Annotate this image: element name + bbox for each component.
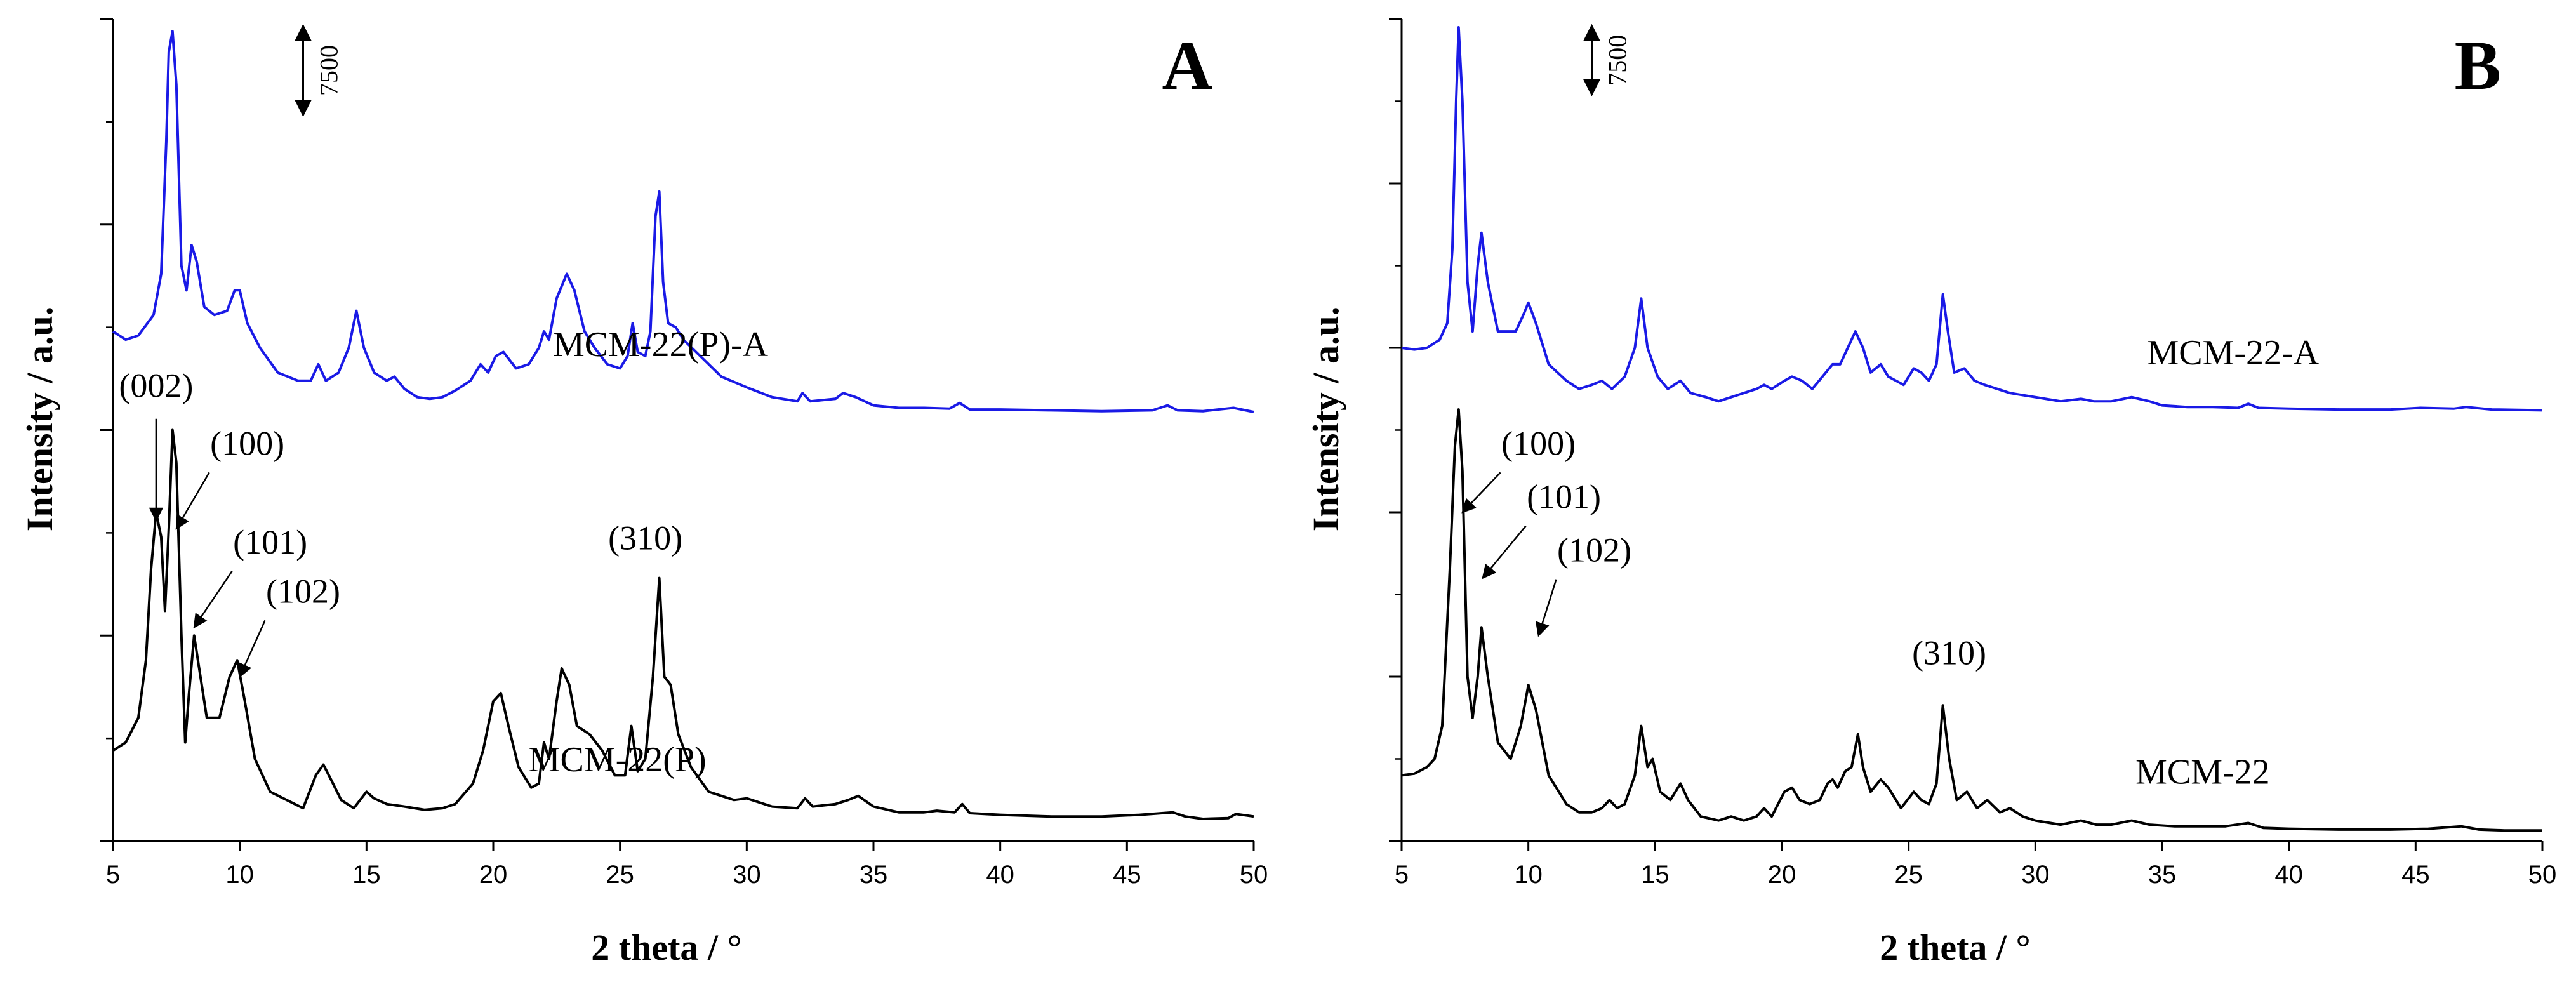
panel-a-peak-label: (310) <box>608 519 682 557</box>
panel-b-peak-label: (100) <box>1501 424 1576 462</box>
panel-a-series-top-label: MCM-22(P)-A <box>553 325 769 364</box>
panel-b-x-tick-label: 10 <box>1514 861 1543 889</box>
panel-a-x-tick-label: 25 <box>606 861 634 889</box>
panel-b-peak-label: (102) <box>1557 531 1631 569</box>
panel-b-series-top-label: MCM-22-A <box>2147 333 2319 373</box>
panel-b: 5 10 15 20 25 30 35 40 45 50 7500 MCM-22-A MCM-22 (10… <box>1305 18 2557 968</box>
panel-a-peak-label: (002) <box>119 367 193 405</box>
panel-b-scale-bar-label: 7500 <box>1603 35 1632 86</box>
panel-b-x-axis-title: 2 theta / ° <box>1880 927 2030 968</box>
panel-a-plot: 5 10 15 20 25 30 35 40 45 50 7500 MCM-22(P)-A MCM-22… <box>100 18 1268 889</box>
panel-a-peak-arrow <box>238 620 266 679</box>
panel-b-x-tick-label: 25 <box>1894 861 1923 889</box>
panel-b-series-bottom-line <box>1401 408 2542 832</box>
panel-b-peak-arrow <box>1535 579 1557 637</box>
panel-b-letter: B <box>2455 27 2501 104</box>
panel-b-y-axis-title: Intensity / a.u. <box>1305 307 1346 532</box>
panel-a-y-axis-title: Intensity / a.u. <box>19 307 60 532</box>
panel-a-series-bottom-line <box>112 428 1254 820</box>
panel-a-peak-arrow <box>193 571 233 629</box>
panel-b-x-tick-label: 30 <box>2021 861 2050 889</box>
panel-a-x-tick-label: 10 <box>225 861 254 889</box>
panel-b-x-tick-label: 15 <box>1641 861 1670 889</box>
panel-a-series-bottom-label: MCM-22(P) <box>529 740 707 780</box>
panel-a-peak-label: (100) <box>210 424 284 462</box>
panel-a-x-tick-label: 50 <box>1240 861 1268 889</box>
panel-a-x-tick-label: 30 <box>733 861 761 889</box>
panel-b-series-top-line <box>1401 26 2543 412</box>
panel-b-x-tick-label: 40 <box>2274 861 2303 889</box>
panel-a-peak-label: (102) <box>266 572 340 610</box>
panel-b-x-tick-label: 45 <box>2401 861 2430 889</box>
panel-a-x-tick-label: 35 <box>860 861 888 889</box>
panel-b-peak-label: (101) <box>1527 478 1601 516</box>
panel-a-x-tick-label: 20 <box>479 861 508 889</box>
panel-b-peak-arrow <box>1461 472 1501 514</box>
panel-b-x-tick-label: 50 <box>2528 861 2557 889</box>
panel-b-x-tick-label: 20 <box>1768 861 1796 889</box>
panel-a-peak-label: (101) <box>233 523 307 561</box>
panel-b-x-tick-label: 35 <box>2148 861 2177 889</box>
panel-b-x-tick-label: 5 <box>1395 861 1409 889</box>
panel-a-x-tick-label: 15 <box>352 861 381 889</box>
panel-a-scale-bar-label: 7500 <box>315 45 343 96</box>
panel-b-plot: 5 10 15 20 25 30 35 40 45 50 7500 MCM-22-A MCM-22 (10… <box>1389 18 2557 889</box>
panel-a-x-tick-label: 5 <box>106 861 120 889</box>
panel-a: 5 10 15 20 25 30 35 40 45 50 7500 MCM-22(P)-A MCM-22… <box>19 18 1268 968</box>
panel-b-peak-label: (310) <box>1912 634 1986 672</box>
panel-a-x-tick-label: 40 <box>986 861 1014 889</box>
panel-a-x-axis-title: 2 theta / ° <box>591 927 741 968</box>
panel-b-series-bottom-label: MCM-22 <box>2135 752 2270 792</box>
panel-a-series-top-line <box>112 30 1254 413</box>
panel-b-peak-arrow <box>1482 525 1527 580</box>
panel-a-x-tick-label: 45 <box>1113 861 1141 889</box>
panel-a-letter: A <box>1162 27 1212 104</box>
panel-a-peak-arrow <box>175 472 210 530</box>
